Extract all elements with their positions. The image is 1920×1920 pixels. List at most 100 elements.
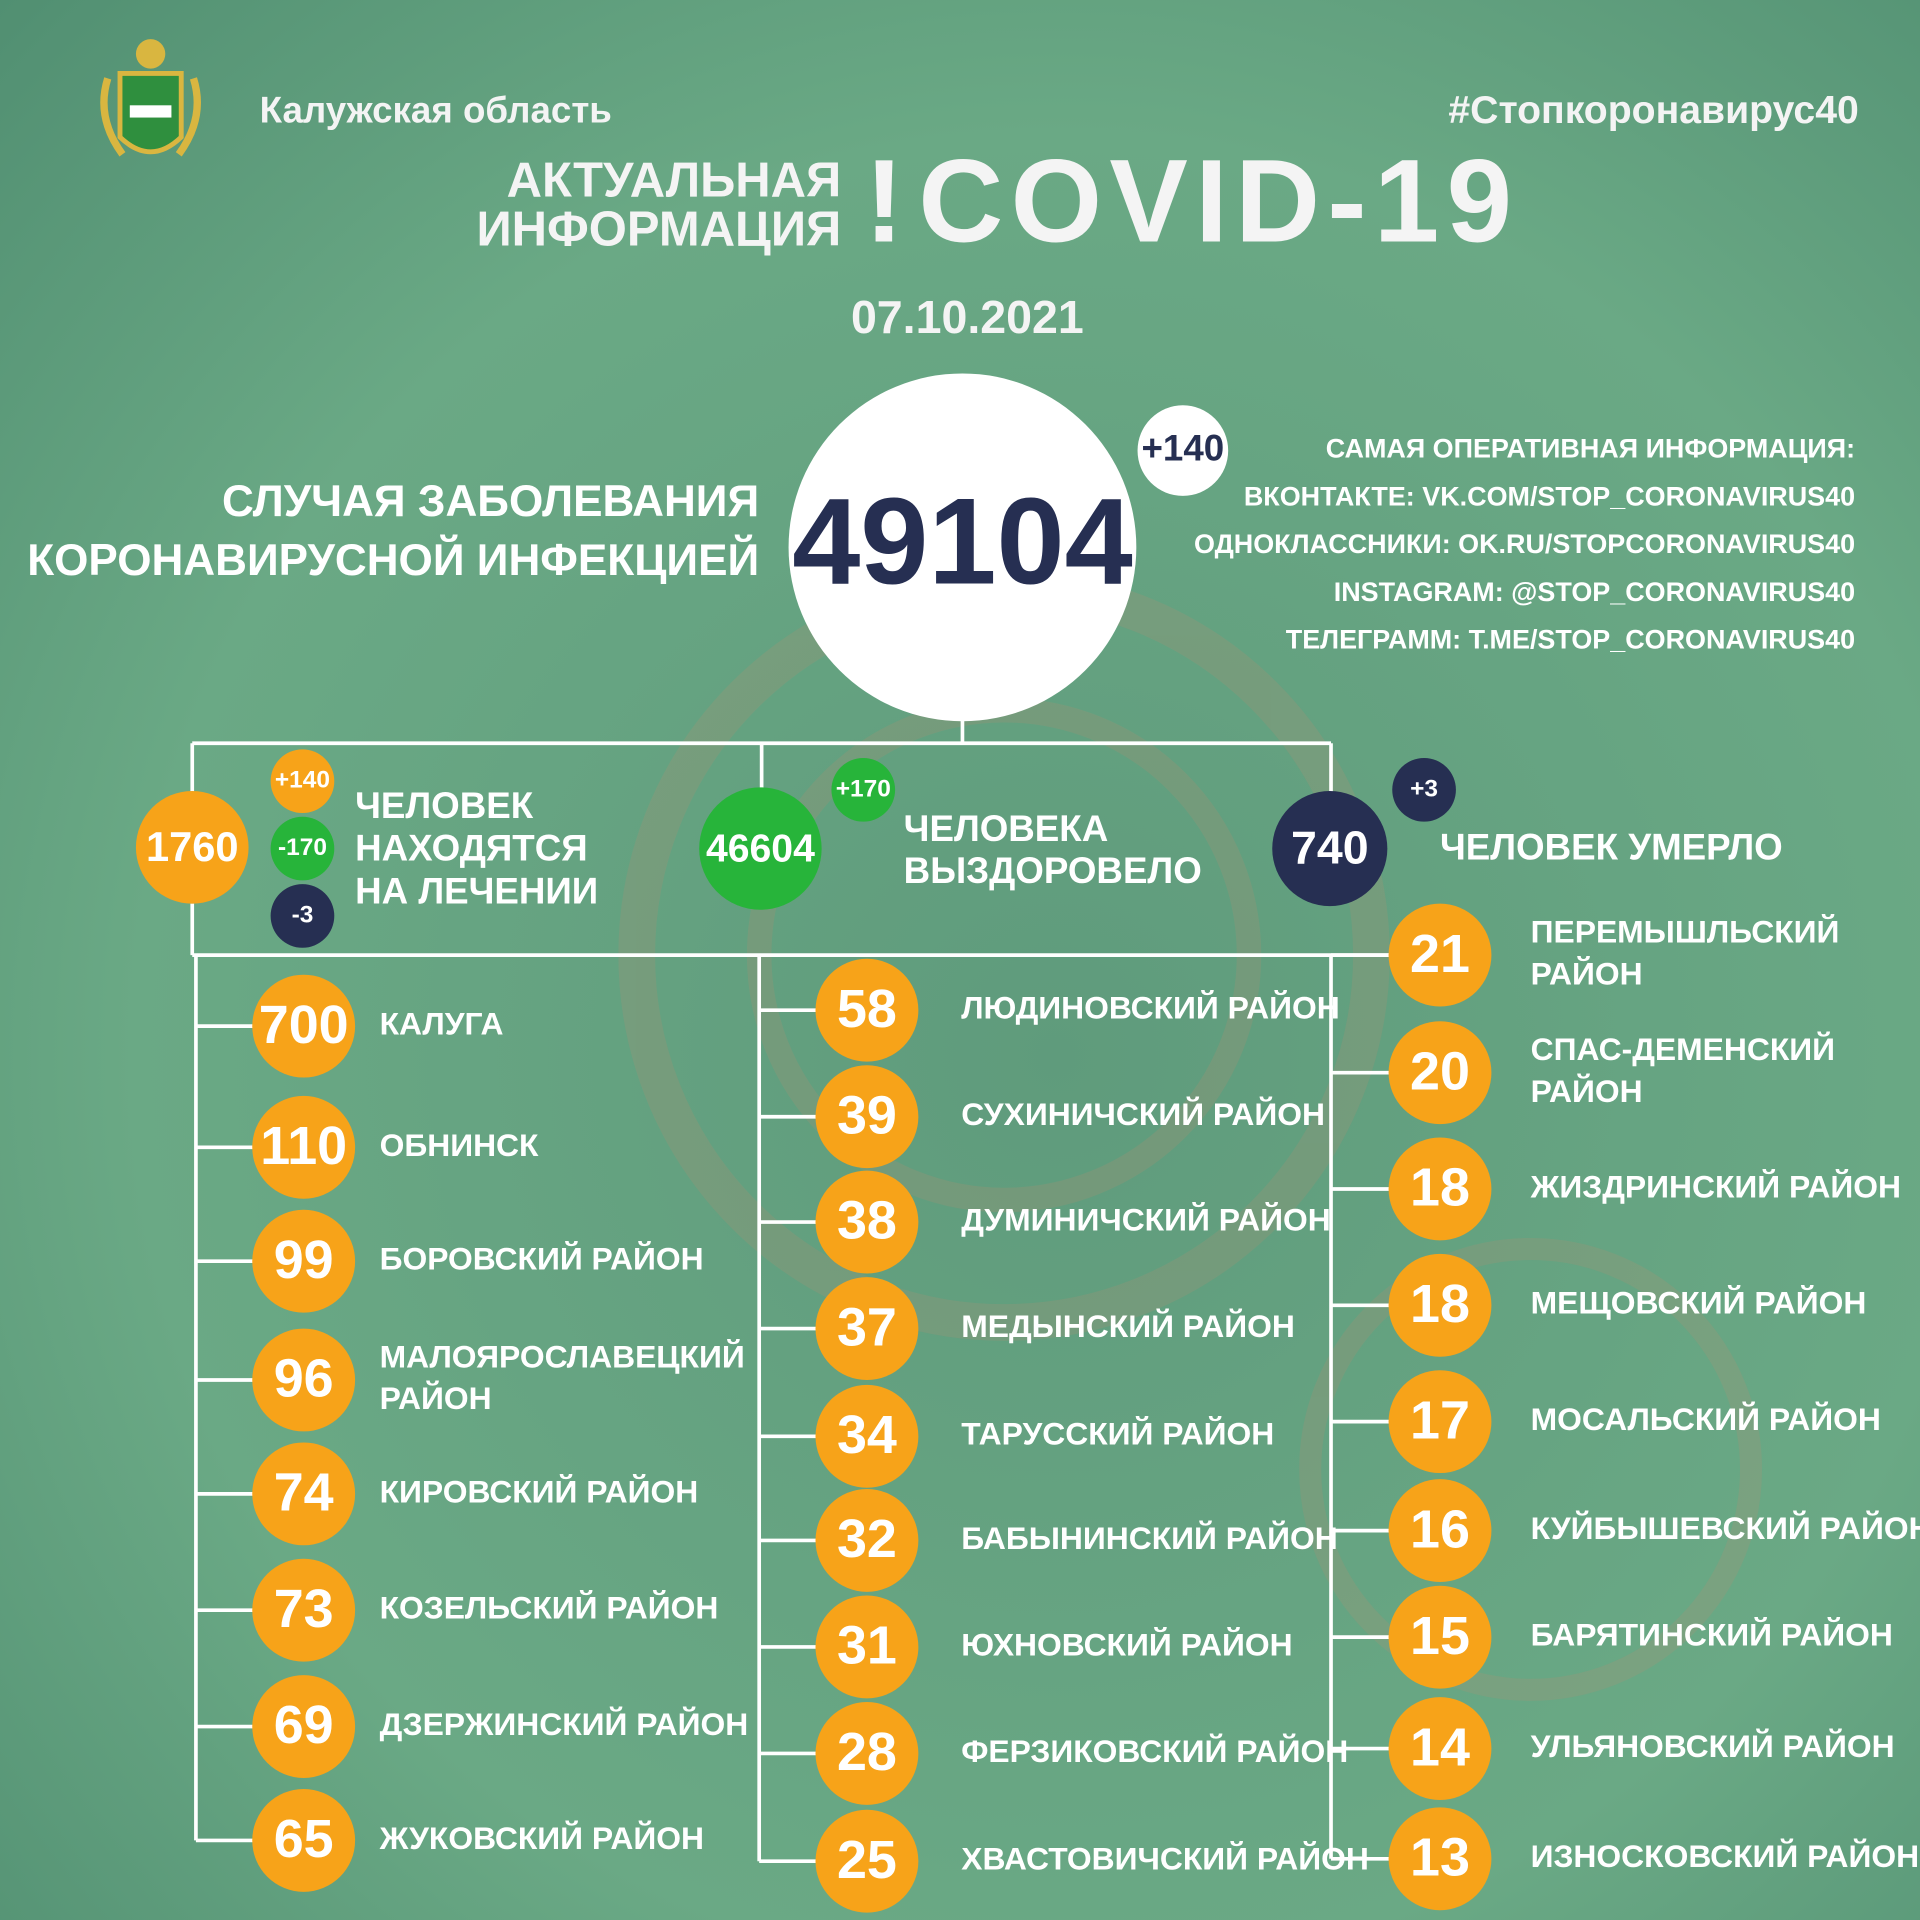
- district-circle: [252, 1675, 356, 1778]
- district-value: 31: [837, 1616, 897, 1676]
- district-label: БАБЫНИНСКИЙ РАЙОН: [961, 1520, 1338, 1556]
- deaths-value: 740: [1291, 821, 1369, 873]
- info-line: ОДНОКЛАССНИКИ: OK.RU/STOPCORONAVIRUS40: [1194, 529, 1855, 559]
- total-value: 49104: [792, 472, 1132, 609]
- district-value: 110: [260, 1116, 347, 1176]
- district-value: 21: [1410, 924, 1470, 984]
- district-label: КОЗЕЛЬСКИЙ РАЙОН: [380, 1590, 719, 1626]
- total-circle: [788, 373, 1137, 722]
- district-value: 32: [837, 1509, 897, 1569]
- district-label: ОБНИНСК: [380, 1127, 539, 1163]
- district-label: УЛЬЯНОВСКИЙ РАЙОН: [1531, 1728, 1895, 1764]
- region-name: Калужская область: [260, 89, 612, 130]
- title-line: ИНФОРМАЦИЯ: [476, 203, 841, 257]
- district-label: ДУМИНИЧСКИЙ РАЙОН: [961, 1201, 1331, 1237]
- district-circle: [1388, 1479, 1492, 1583]
- district-label: ЮХНОВСКИЙ РАЙОН: [961, 1626, 1292, 1662]
- district-circle: [1388, 1697, 1492, 1800]
- district-circle: [815, 1488, 919, 1592]
- district-circle: [815, 1809, 919, 1913]
- district-circle: [252, 1558, 356, 1662]
- district-circle: [252, 974, 356, 1078]
- emblem: [100, 39, 201, 157]
- treatment-label: ЧЕЛОВЕК: [355, 785, 534, 826]
- district-label: ИЗНОСКОВСКИЙ РАЙОН: [1531, 1838, 1920, 1874]
- recovered-circle: [699, 787, 822, 910]
- district-circle: [1388, 1137, 1492, 1241]
- recovered-delta: +170: [836, 775, 891, 802]
- district-circle: [815, 1065, 919, 1169]
- district-circle: [815, 1170, 919, 1274]
- district-circle: [1388, 1370, 1492, 1474]
- district-label: МАЛОЯРОСЛАВЕЦКИЙ: [380, 1339, 745, 1375]
- district-value: 14: [1410, 1717, 1470, 1777]
- district-label: ХВАСТОВИЧСКИЙ РАЙОН: [961, 1841, 1369, 1877]
- total-delta-badge: [1137, 405, 1229, 496]
- district-value: 17: [1410, 1390, 1470, 1450]
- district-value: 99: [274, 1230, 334, 1290]
- treatment-delta: -3: [292, 901, 314, 928]
- district-label: МЕДЫНСКИЙ РАЙОН: [961, 1308, 1295, 1344]
- district-value: 18: [1410, 1274, 1470, 1334]
- district-label: БАРЯТИНСКИЙ РАЙОН: [1531, 1617, 1893, 1653]
- district-circle: [815, 1277, 919, 1380]
- district-value: 73: [274, 1579, 334, 1639]
- hashtag: #Стопкоронавирус40: [1448, 89, 1858, 132]
- district-circle: [1388, 1021, 1492, 1125]
- district-circle: [1388, 1253, 1492, 1357]
- district-value: 37: [837, 1297, 897, 1357]
- total-label: СЛУЧАЯ ЗАБОЛЕВАНИЯ: [222, 477, 759, 526]
- recovered-label: ЧЕЛОВЕКА: [904, 808, 1109, 849]
- district-value: 96: [274, 1349, 334, 1409]
- district-label: ЛЮДИНОВСКИЙ РАЙОН: [961, 990, 1339, 1026]
- recovered-value: 46604: [706, 827, 815, 870]
- district-label: СУХИНИЧСКИЙ РАЙОН: [961, 1096, 1325, 1132]
- info-line: INSTAGRAM: @STOP_CORONAVIRUS40: [1334, 577, 1855, 607]
- deaths-delta: +3: [1410, 775, 1438, 802]
- treatment-circle: [135, 791, 249, 904]
- district-circle: [815, 958, 919, 1062]
- district-circle: [252, 1209, 356, 1313]
- district-circle: [815, 1702, 919, 1805]
- district-label: МЕЩОВСКИЙ РАЙОН: [1531, 1285, 1867, 1321]
- date: 07.10.2021: [851, 291, 1084, 343]
- treatment-delta-badge: [270, 884, 335, 948]
- district-circle: [252, 1095, 356, 1199]
- district-circle: [815, 1384, 919, 1488]
- district-value: 74: [274, 1463, 334, 1523]
- district-label: МОСАЛЬСКИЙ РАЙОН: [1531, 1401, 1881, 1437]
- district-label: ПЕРЕМЫШЛЬСКИЙ: [1531, 914, 1840, 950]
- info-line: САМАЯ ОПЕРАТИВНАЯ ИНФОРМАЦИЯ:: [1326, 434, 1855, 464]
- district-value: 20: [1410, 1041, 1470, 1101]
- title-main: COVID-19: [918, 136, 1519, 267]
- info-line: ВКОНТАКТЕ: VK.COM/STOP_CORONAVIRUS40: [1244, 481, 1855, 511]
- district-value: 15: [1410, 1606, 1470, 1666]
- district-value: 65: [274, 1809, 334, 1869]
- total-delta: +140: [1141, 427, 1224, 468]
- recovered-delta-badge: [831, 757, 896, 822]
- district-value: 25: [837, 1830, 897, 1890]
- treatment-delta: +140: [275, 767, 330, 794]
- district-value: 58: [837, 979, 897, 1039]
- treatment-delta: -170: [278, 834, 327, 861]
- district-circle: [1388, 1585, 1492, 1689]
- deaths-delta-badge: [1392, 757, 1456, 822]
- district-value: 38: [837, 1191, 897, 1251]
- treatment-value: 1760: [146, 823, 239, 870]
- district-label: ЖИЗДРИНСКИЙ РАЙОН: [1530, 1168, 1901, 1204]
- deaths-circle: [1272, 791, 1388, 907]
- district-value: 16: [1410, 1499, 1470, 1559]
- district-label: КУЙБЫШЕВСКИЙ РАЙОН: [1531, 1510, 1920, 1546]
- district-label: СПАС-ДЕМЕНСКИЙ: [1531, 1031, 1835, 1067]
- title-line: АКТУАЛЬНАЯ: [507, 154, 842, 208]
- district-value: 69: [274, 1695, 334, 1755]
- district-label: ЖУКОВСКИЙ РАЙОН: [379, 1820, 704, 1856]
- title-exclamation: !: [865, 136, 904, 267]
- district-value: 34: [837, 1405, 897, 1465]
- district-value: 39: [837, 1085, 897, 1145]
- district-value: 700: [259, 995, 349, 1055]
- district-label: ТАРУССКИЙ РАЙОН: [961, 1416, 1274, 1452]
- district-value: 18: [1410, 1158, 1470, 1218]
- district-value: 28: [837, 1722, 897, 1782]
